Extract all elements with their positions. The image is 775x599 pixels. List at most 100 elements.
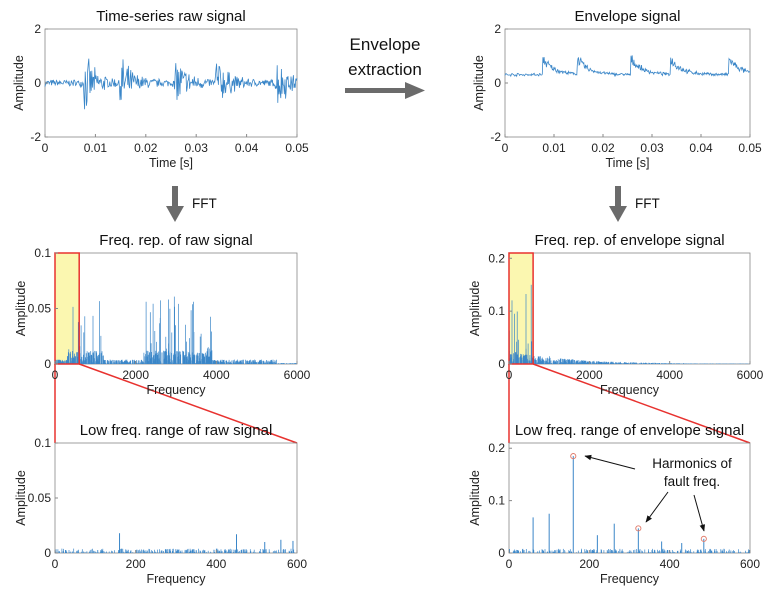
y-tick-label: 0.2 (488, 441, 505, 455)
fft-label-left: FFT (192, 196, 217, 211)
x-tick-label: 0.03 (640, 141, 664, 155)
x-axis-label: Frequency (146, 572, 206, 586)
y-tick-label: 0.05 (28, 491, 52, 505)
x-tick-label: 0.01 (84, 141, 108, 155)
zoom-connector (532, 363, 751, 444)
annotation-arrow (584, 454, 636, 470)
y-axis-label: Amplitude (14, 281, 28, 337)
spectrum-lines (508, 284, 751, 364)
x-tick-label: 0.04 (689, 141, 713, 155)
y-tick-label: -2 (490, 130, 501, 144)
x-tick-label: 2000 (122, 368, 149, 382)
x-axis-label: Frequency (600, 572, 660, 586)
y-axis-label: Amplitude (12, 55, 26, 111)
x-tick-label: 6000 (737, 368, 764, 382)
y-axis-label: Amplitude (14, 470, 28, 526)
x-axis-label: Time [s] (149, 156, 193, 170)
y-tick-label: 0.2 (488, 251, 505, 265)
plot-frame (54, 442, 298, 554)
x-tick-label: 4000 (656, 368, 683, 382)
x-tick-label: 0.01 (542, 141, 566, 155)
highlight-region (509, 253, 534, 364)
x-tick-label: 400 (206, 557, 226, 571)
plot-frame (54, 252, 298, 365)
envelope-extraction-label-2: extraction (348, 60, 422, 79)
y-tick-label: -2 (30, 130, 41, 144)
harmonics-annotation-1: Harmonics of (652, 456, 732, 471)
x-tick-label: 4000 (203, 368, 230, 382)
x-tick-label: 0 (52, 368, 59, 382)
fft-label-right: FFT (635, 196, 660, 211)
y-tick-label: 0.1 (34, 436, 51, 450)
chart-title: Freq. rep. of envelope signal (534, 232, 724, 249)
chart-envlow: Low freq. range of envelope signal 0 200 40… (468, 422, 760, 586)
x-tick-label: 0.05 (285, 141, 309, 155)
y-tick-label: 0 (498, 357, 505, 371)
x-tick-label: 600 (740, 557, 760, 571)
x-axis-label: Frequency (146, 383, 206, 397)
envelope-extraction-label-1: Envelope (350, 35, 421, 54)
harmonic-marker (635, 525, 642, 532)
chart-rawfft: Freq. rep. of raw signal 0 2000 4000 6000 0 0.… (14, 232, 311, 444)
highlight-region (55, 253, 80, 364)
spectrum-lines (509, 548, 750, 553)
x-tick-label: 0 (42, 141, 49, 155)
x-tick-label: 0 (52, 557, 59, 571)
y-tick-label: 0.1 (488, 304, 505, 318)
chart-title: Time-series raw signal (96, 8, 245, 25)
x-tick-label: 200 (579, 557, 599, 571)
spectrum-lines (54, 548, 295, 553)
x-tick-label: 400 (660, 557, 680, 571)
y-tick-label: 0 (44, 546, 51, 560)
harmonics-annotation-2: fault freq. (664, 474, 720, 489)
x-tick-label: 0 (506, 368, 513, 382)
x-tick-label: 0.03 (185, 141, 209, 155)
y-tick-label: 2 (34, 22, 41, 36)
x-tick-label: 0.04 (235, 141, 259, 155)
zoom-connector (78, 363, 298, 444)
x-tick-label: 0.02 (134, 141, 158, 155)
x-tick-label: 200 (126, 557, 146, 571)
annotation-arrow (693, 494, 706, 532)
y-tick-label: 0 (498, 546, 505, 560)
annotation-arrow (645, 491, 669, 523)
x-tick-label: 2000 (576, 368, 603, 382)
plot-frame (504, 28, 751, 138)
y-tick-label: 0 (44, 357, 51, 371)
y-tick-label: 0.1 (488, 494, 505, 508)
harmonic-marker (700, 535, 707, 542)
signal-line (44, 58, 298, 110)
y-axis-label: Amplitude (468, 470, 482, 526)
highlight-border (508, 252, 534, 365)
x-tick-label: 0.05 (738, 141, 762, 155)
x-tick-label: 600 (287, 557, 307, 571)
y-axis-label: Amplitude (468, 281, 482, 337)
chart-rawlow: Low freq. range of raw signal 0 200 400 600 0… (14, 422, 307, 586)
right-arrow-icon (345, 82, 425, 99)
x-tick-label: 0 (506, 557, 513, 571)
x-tick-label: 6000 (284, 368, 311, 382)
spectrum-lines (54, 296, 298, 364)
signal-line (504, 55, 751, 78)
plot-frame (508, 252, 751, 365)
x-axis-label: Frequency (600, 383, 660, 397)
y-axis-label: Amplitude (472, 55, 486, 111)
chart-title: Envelope signal (575, 8, 681, 25)
chart-raw: Time-series raw signal 0 0.01 0.02 0.03 0.04 0… (12, 8, 309, 170)
chart-title: Low freq. range of raw signal (80, 422, 273, 439)
x-axis-label: Time [s] (606, 156, 650, 170)
down-arrow-icon (609, 186, 627, 222)
chart-envfft: Freq. rep. of envelope signal 0 2000 4000 60… (468, 232, 764, 444)
harmonic-marker (570, 453, 577, 460)
x-tick-label: 0.02 (591, 141, 615, 155)
y-tick-label: 0.05 (28, 302, 52, 316)
x-tick-label: 0 (502, 141, 509, 155)
chart-title: Low freq. range of envelope signal (515, 422, 744, 439)
y-tick-label: 0 (34, 76, 41, 90)
y-tick-label: 0 (494, 76, 501, 90)
y-tick-label: 2 (494, 22, 501, 36)
down-arrow-icon (166, 186, 184, 222)
chart-title: Freq. rep. of raw signal (99, 232, 252, 249)
